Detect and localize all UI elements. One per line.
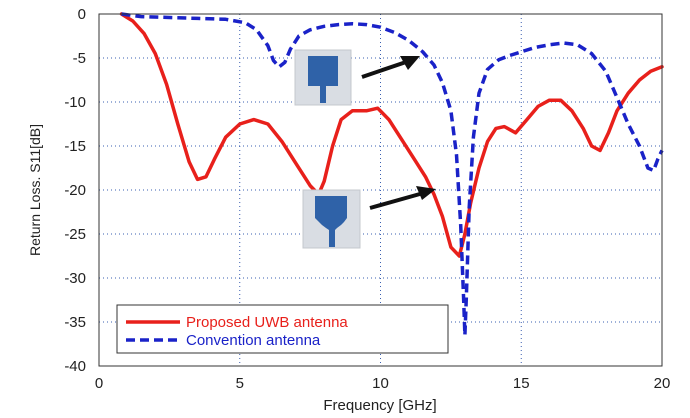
y-tick-label: -30 xyxy=(64,270,86,287)
x-tick-label: 20 xyxy=(654,375,671,392)
legend-label-proposed: Proposed UWB antenna xyxy=(186,314,348,331)
legend: Proposed UWB antenna Convention antenna xyxy=(116,304,449,354)
y-axis-label: Return Loss. S11[dB] xyxy=(27,124,43,256)
conventional-antenna-inset xyxy=(294,49,420,106)
patch-shape xyxy=(308,56,338,86)
x-tick-label: 15 xyxy=(513,375,530,392)
x-tick-label: 10 xyxy=(372,375,389,392)
arrow-head-icon xyxy=(416,186,436,200)
x-tick-label: 5 xyxy=(236,375,244,392)
legend-box xyxy=(116,304,449,354)
pointer-arrow xyxy=(369,190,428,210)
series-line-convention xyxy=(121,12,664,337)
series-layer xyxy=(119,12,664,337)
y-tick-label: -20 xyxy=(64,182,86,199)
y-tick-label: 0 xyxy=(78,6,86,23)
proposed-antenna-inset xyxy=(302,186,436,249)
feed-line xyxy=(320,86,326,103)
y-tick-label: -40 xyxy=(64,358,86,375)
series-line-proposed xyxy=(119,12,664,258)
x-tick-label: 0 xyxy=(95,375,103,392)
patch-shape xyxy=(315,196,347,247)
y-tick-label: -15 xyxy=(64,138,86,155)
legend-label-convention: Convention antenna xyxy=(186,332,321,349)
plot-frame xyxy=(98,13,663,367)
x-axis-label: Frequency [GHz] xyxy=(323,397,436,414)
y-tick-label: -10 xyxy=(64,94,86,111)
pointer-arrow xyxy=(361,58,413,79)
y-tick-label: -35 xyxy=(64,314,86,331)
grid xyxy=(99,14,662,366)
arrow-head-icon xyxy=(400,56,420,70)
y-tick-label: -25 xyxy=(64,226,86,243)
tick-labels: 0 5 10 15 20 0 -5 -10 -15 -20 -25 -30 -35 -40 xyxy=(64,6,670,392)
y-tick-label: -5 xyxy=(73,50,86,67)
